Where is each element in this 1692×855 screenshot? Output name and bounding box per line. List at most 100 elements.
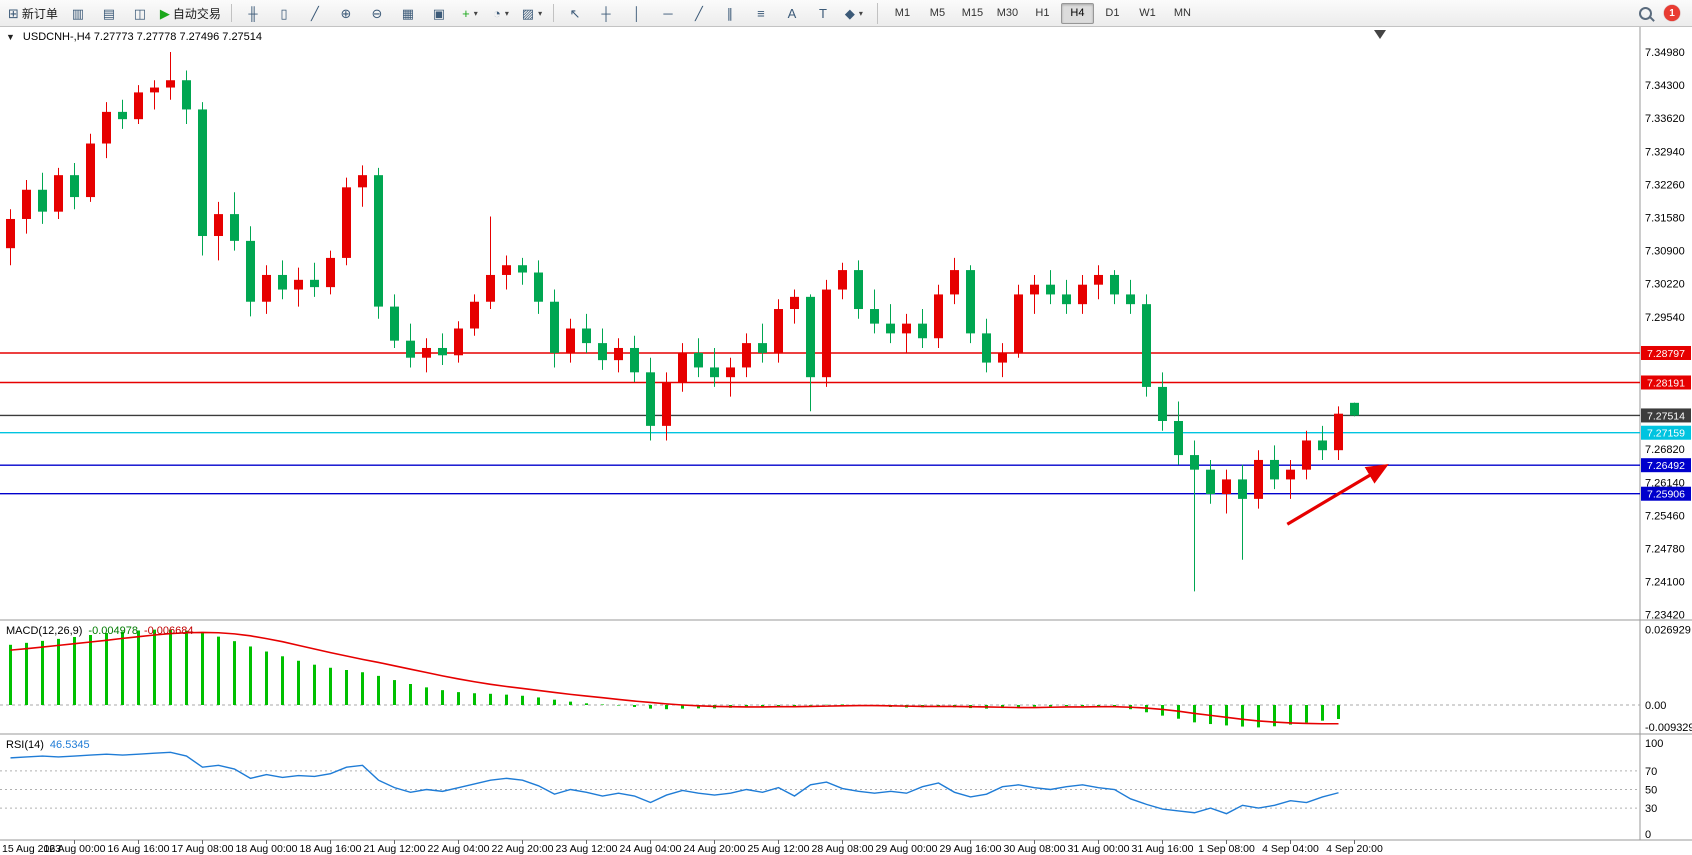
- candle-body: [326, 257, 335, 288]
- price-axis-label: 7.25460: [1645, 510, 1685, 522]
- time-axis-label: 16 Aug 00:00: [44, 843, 106, 855]
- profiles-button[interactable]: ▤: [94, 2, 124, 25]
- candle-body: [982, 333, 991, 363]
- price-tag: [1641, 408, 1691, 423]
- autotrading-button[interactable]: ▶ 自动交易: [156, 2, 225, 25]
- line-chart-button[interactable]: ╱: [300, 2, 330, 25]
- candle-body: [1206, 469, 1215, 495]
- label-icon: T: [818, 5, 827, 21]
- toolbar-buttons-group: ⊞ 新订单 ▥ ▤ ◫ ▶ 自动交易 ╫ ▯ ╱ ⊕ ⊖ ▦ ▣ + ▾ ◔ ▾ ▨ ▾ ↖ ┼ │ ─ ╱ ∥ ≡ A T ◆ ▾: [4, 2, 869, 25]
- toolbar-right-group: 1: [1639, 5, 1688, 21]
- candle-body: [54, 175, 63, 212]
- timeframe-button-h4[interactable]: H4: [1060, 2, 1094, 24]
- zoom-in-button[interactable]: ⊕: [331, 2, 361, 25]
- candle-body: [790, 296, 799, 310]
- shapes-button[interactable]: ◆ ▾: [839, 2, 869, 25]
- candle-body: [310, 279, 319, 288]
- new-order-button-label: 新订单: [21, 6, 58, 21]
- vertical-line-button[interactable]: │: [622, 2, 652, 25]
- rsi-axis-label: 0: [1645, 829, 1651, 841]
- candle-body: [534, 272, 543, 302]
- cascade-windows-button[interactable]: ▣: [424, 2, 454, 25]
- bar-chart-button[interactable]: ╫: [238, 2, 268, 25]
- chart-window-icon: ▥: [71, 5, 85, 21]
- search-icon[interactable]: [1639, 6, 1652, 20]
- timeframe-button-m1[interactable]: M1: [894, 7, 911, 19]
- cursor-button[interactable]: ↖: [560, 2, 590, 25]
- tile-windows-icon: ▦: [401, 5, 415, 21]
- horizontal-line-button[interactable]: ─: [653, 2, 683, 25]
- candle-body: [246, 240, 255, 302]
- trend-arrow-annotation[interactable]: [1286, 463, 1389, 526]
- play-icon: ▶: [159, 5, 170, 21]
- text-button[interactable]: A: [777, 2, 807, 25]
- candle-body: [1174, 420, 1183, 456]
- candle-body: [998, 352, 1007, 363]
- time-axis-label: 17 Aug 08:00: [172, 843, 234, 855]
- periods-button[interactable]: ◔ ▾: [486, 2, 516, 25]
- charts-button[interactable]: ▥: [63, 2, 93, 25]
- price-axis-label: 7.23420: [1645, 610, 1685, 622]
- price-axis-label: 7.32940: [1645, 146, 1685, 158]
- trendline-button[interactable]: ╱: [684, 2, 714, 25]
- candle-body: [198, 109, 207, 237]
- cascade-windows-icon: ▣: [432, 5, 446, 21]
- time-axis-label: 4 Sep 20:00: [1326, 843, 1383, 855]
- candle-body: [870, 309, 879, 324]
- candle-body: [294, 279, 303, 290]
- timeframe-button-m30[interactable]: M30: [996, 7, 1019, 19]
- fibonacci-button[interactable]: ≡: [746, 2, 776, 25]
- zoom-out-button[interactable]: ⊖: [362, 2, 392, 25]
- candle-body: [694, 352, 703, 368]
- price-axis-label: 7.26820: [1645, 444, 1685, 456]
- candle-body: [1254, 459, 1263, 499]
- rsi-axis-label: 30: [1645, 803, 1657, 815]
- time-axis-label: 24 Aug 20:00: [684, 843, 746, 855]
- candle-body: [1142, 304, 1151, 387]
- chart-shift-marker[interactable]: [1374, 30, 1386, 39]
- new-order-button[interactable]: ⊞ 新订单: [4, 2, 62, 25]
- candle-body: [390, 306, 399, 341]
- data-window-button[interactable]: ◫: [125, 2, 155, 25]
- price-axis-label: 7.24780: [1645, 544, 1685, 556]
- channel-button[interactable]: ∥: [715, 2, 745, 25]
- price-axis-label: 7.31580: [1645, 213, 1685, 225]
- candle-body: [262, 274, 271, 302]
- add-indicator-button[interactable]: + ▾: [455, 2, 485, 25]
- timeframe-button-m5[interactable]: M5: [929, 7, 946, 19]
- timeframe-button-w1[interactable]: W1: [1139, 7, 1156, 19]
- candle-body: [662, 382, 671, 426]
- time-axis-label: 29 Aug 16:00: [940, 843, 1002, 855]
- candle-body: [1062, 294, 1071, 305]
- time-axis-label: 18 Aug 16:00: [300, 843, 362, 855]
- time-axis-label: 16 Aug 16:00: [108, 843, 170, 855]
- candle-body: [1046, 284, 1055, 295]
- templates-button[interactable]: ▨ ▾: [517, 2, 547, 25]
- timeframe-button-h1[interactable]: H1: [1035, 7, 1050, 19]
- price-tag-label: 7.27514: [1647, 410, 1685, 422]
- candle-body: [278, 274, 287, 290]
- candle-body: [598, 343, 607, 361]
- crosshair-button[interactable]: ┼: [591, 2, 621, 25]
- timeframe-button-mn[interactable]: MN: [1173, 7, 1191, 19]
- candle-body: [1270, 459, 1279, 480]
- dropdown-caret-icon: ▾: [473, 8, 478, 18]
- timeframe-button-m15[interactable]: M15: [961, 7, 984, 19]
- candle-body: [1222, 479, 1231, 495]
- candle-body: [550, 301, 559, 353]
- candle-body: [934, 294, 943, 339]
- candlestick-chart-button[interactable]: ▯: [269, 2, 299, 25]
- price-axis-label: 7.33620: [1645, 113, 1685, 125]
- tile-windows-button[interactable]: ▦: [393, 2, 423, 25]
- notification-badge[interactable]: 1: [1664, 5, 1680, 21]
- toolbar-separator: [552, 4, 554, 22]
- symbol-dropdown-icon[interactable]: ▼: [6, 32, 15, 42]
- timeframe-button-d1[interactable]: D1: [1105, 7, 1120, 19]
- candle-body: [774, 309, 783, 353]
- zoom-in-icon: ⊕: [340, 5, 352, 21]
- candle-body: [134, 92, 143, 120]
- label-button[interactable]: T: [808, 2, 838, 25]
- time-axis-label: 29 Aug 00:00: [876, 843, 938, 855]
- candle-body: [230, 214, 239, 241]
